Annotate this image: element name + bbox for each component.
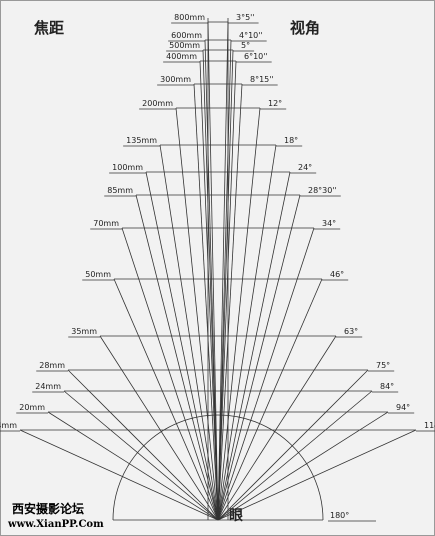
ray <box>217 429 417 521</box>
angle-label: 3°5'' <box>236 13 255 22</box>
focal-label: 70mm <box>93 219 119 228</box>
angle-label: 24° <box>298 163 312 172</box>
focal-label: 135mm <box>126 136 157 145</box>
angle-label: 28°30'' <box>308 186 337 195</box>
ray <box>135 194 219 521</box>
angle-label: 18° <box>284 136 298 145</box>
focal-label: 500mm <box>169 41 200 50</box>
angle-label: 5° <box>241 41 250 50</box>
angle-label: 114° <box>424 421 435 430</box>
focal-title: 焦距 <box>33 19 64 37</box>
angle-label: 46° <box>330 270 344 279</box>
angle-label: 84° <box>380 382 394 391</box>
focal-label: 85mm <box>107 186 133 195</box>
ray <box>217 171 291 521</box>
focal-label: 600mm <box>171 31 202 40</box>
ray <box>113 278 219 521</box>
watermark: www.XianPP.Com <box>7 519 104 530</box>
ray <box>207 21 219 521</box>
angle-label: 6°10'' <box>244 52 268 61</box>
ray <box>217 107 261 521</box>
focal-label: 300mm <box>160 75 191 84</box>
focal-label: 24mm <box>35 382 61 391</box>
angle-label: 12° <box>268 99 282 108</box>
ray <box>67 369 219 521</box>
ray <box>217 278 323 521</box>
focal-label: 50mm <box>85 270 111 279</box>
angle-label: 34° <box>322 219 336 228</box>
focal-label: 400mm <box>166 52 197 61</box>
ray <box>175 107 219 521</box>
ray <box>193 83 219 521</box>
focal-label: 100mm <box>112 163 143 172</box>
focal-label: 20mm <box>19 403 45 412</box>
angle-title: 视角 <box>290 19 320 37</box>
watermark: 西安摄影论坛 <box>12 501 84 516</box>
angle-label: 180° <box>330 511 349 520</box>
ray <box>217 369 369 521</box>
ray <box>217 21 229 521</box>
angle-label: 63° <box>344 327 358 336</box>
ray <box>217 49 234 521</box>
ray <box>217 227 315 521</box>
ray <box>159 144 219 521</box>
ray <box>217 390 373 521</box>
focal-label: 14mm <box>0 421 17 430</box>
ray <box>145 171 219 521</box>
focal-label: 200mm <box>142 99 173 108</box>
angle-label: 4°10'' <box>239 31 263 40</box>
ray <box>99 335 219 521</box>
ray <box>202 49 219 521</box>
ray <box>121 227 219 521</box>
focal-label: 28mm <box>39 361 65 370</box>
ray <box>199 60 219 521</box>
ray <box>63 390 219 521</box>
half-circle <box>112 414 324 521</box>
focal-label: 35mm <box>71 327 97 336</box>
eye-label: 眼 <box>229 508 243 524</box>
ray <box>217 194 301 521</box>
ray <box>217 144 277 521</box>
focal-label: 800mm <box>174 13 205 22</box>
ray <box>217 83 243 521</box>
ray <box>217 335 337 521</box>
ray <box>217 60 237 521</box>
angle-label: 94° <box>396 403 410 412</box>
angle-label: 8°15'' <box>250 75 274 84</box>
ray <box>19 429 219 521</box>
angle-label: 75° <box>376 361 390 370</box>
